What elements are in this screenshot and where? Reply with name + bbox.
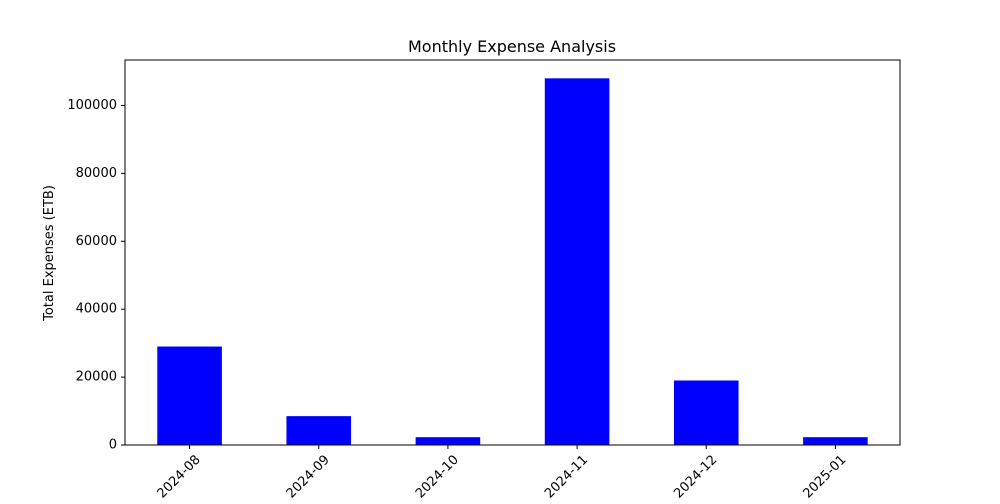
x-tick-label: 2025-01	[800, 452, 849, 500]
bar-2025-01	[803, 437, 868, 445]
x-axis-ticks: 2024-08 2024-09 2024-10 2024-11 2024-12 2025-…	[155, 445, 849, 501]
bar-2024-12	[673, 380, 739, 445]
chart-title: Monthly Expense Analysis	[408, 37, 616, 56]
y-tick-label: 0	[109, 438, 117, 453]
x-tick-label: 2024-12	[671, 452, 720, 500]
x-tick-label: 2024-10	[413, 452, 462, 500]
x-tick-label: 2024-11	[542, 452, 591, 500]
bar-2024-10	[415, 437, 481, 445]
y-tick-label: 60000	[76, 234, 117, 249]
y-axis-ticks: 0 20000 40000 60000 80000 100000	[67, 98, 125, 453]
bars-layer	[157, 78, 868, 445]
y-tick-label: 100000	[67, 98, 117, 113]
x-tick-label: 2024-09	[284, 452, 333, 500]
y-tick-label: 40000	[76, 302, 117, 317]
x-tick-label: 2024-08	[155, 452, 204, 500]
y-tick-label: 20000	[76, 370, 117, 385]
plot-area-frame	[124, 59, 901, 446]
y-tick-label: 80000	[76, 166, 117, 181]
bar-2024-09	[286, 416, 352, 445]
bar-2024-11	[544, 78, 610, 445]
y-axis-label: Total Expenses (ETB)	[42, 185, 57, 322]
bar-2024-08	[157, 346, 222, 445]
